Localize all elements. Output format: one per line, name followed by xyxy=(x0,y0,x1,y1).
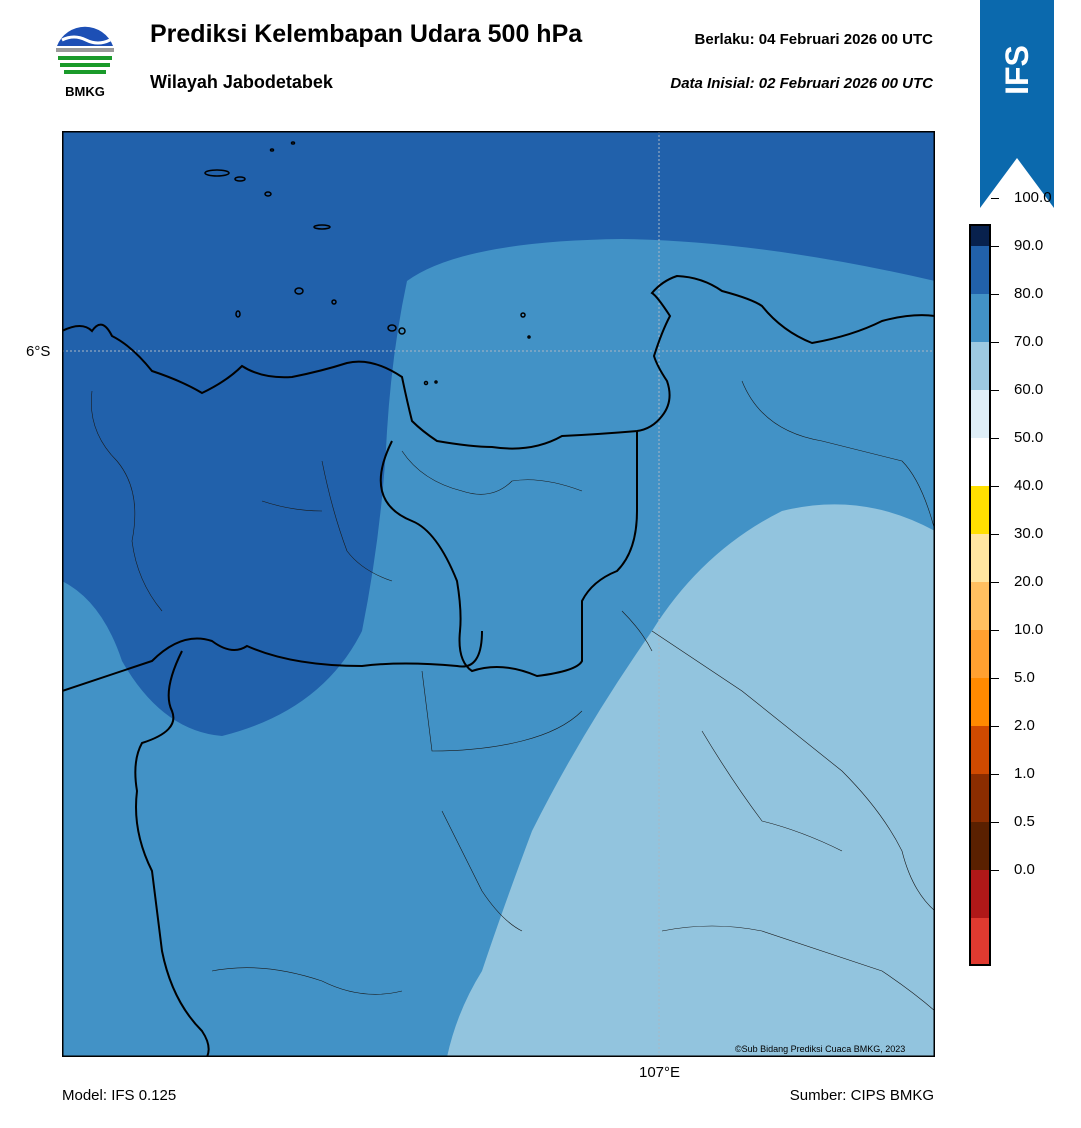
region-80-90-top xyxy=(407,131,935,281)
colorbar-tick-label: 5.0 xyxy=(1014,669,1035,686)
colorbar-segment xyxy=(969,342,991,390)
latitude-label: 6°S xyxy=(26,343,51,360)
colorbar-tick xyxy=(991,438,999,439)
model-label: Model: IFS 0.125 xyxy=(62,1087,177,1104)
valid-time: Berlaku: 04 Februari 2026 00 UTC xyxy=(694,31,933,48)
colorbar-segment xyxy=(969,774,991,822)
colorbar-tick xyxy=(991,246,999,247)
colorbar-tick xyxy=(991,198,999,199)
source-label: Sumber: CIPS BMKG xyxy=(789,1087,934,1104)
colorbar-segment xyxy=(969,582,991,630)
humidity-map xyxy=(62,131,935,1057)
colorbar-segment xyxy=(969,870,991,918)
colorbar-tick-label: 20.0 xyxy=(1014,573,1044,590)
colorbar-segment xyxy=(969,726,991,774)
region-60-70 xyxy=(447,504,935,1057)
colorbar-segment xyxy=(969,294,991,342)
colorbar-tick xyxy=(991,294,999,295)
colorbar-tick-label: 30.0 xyxy=(1014,525,1044,542)
logo-text: BMKG xyxy=(65,84,105,99)
colorbar-tick-label: 1.0 xyxy=(1014,765,1035,782)
colorbar-tick xyxy=(991,630,999,631)
colorbar-tick-label: 90.0 xyxy=(1014,237,1044,254)
colorbar-tick xyxy=(991,678,999,679)
ribbon-label: IFS xyxy=(998,45,1035,95)
province-border xyxy=(379,431,639,678)
bmkg-logo xyxy=(55,22,115,82)
colorbar-tick xyxy=(991,486,999,487)
colorbar-tick xyxy=(991,726,999,727)
map-subtitle: Wilayah Jabodetabek xyxy=(150,72,333,92)
colorbar-tick xyxy=(991,822,999,823)
colorbar-tick xyxy=(991,774,999,775)
colorbar-tick-label: 0.0 xyxy=(1014,861,1035,878)
colorbar-tick-label: 80.0 xyxy=(1014,285,1044,302)
colorbar-tick-label: 10.0 xyxy=(1014,621,1044,638)
longitude-label: 107°E xyxy=(639,1064,681,1081)
colorbar-segment xyxy=(969,224,991,246)
colorbar-segment xyxy=(969,918,991,966)
colorbar xyxy=(969,224,991,966)
colorbar-segment xyxy=(969,630,991,678)
initial-time: Data Inisial: 02 Februari 2026 00 UTC xyxy=(670,75,933,92)
colorbar-tick-label: 2.0 xyxy=(1014,717,1035,734)
province-border-west xyxy=(134,650,210,1057)
map-title: Prediksi Kelembapan Udara 500 hPa xyxy=(150,20,583,48)
colorbar-tick-label: 70.0 xyxy=(1014,333,1044,350)
ifs-ribbon xyxy=(980,0,1054,208)
colorbar-segment xyxy=(969,246,991,294)
copyright-text: ©Sub Bidang Prediksi Cuaca BMKG, 2023 xyxy=(735,1044,906,1054)
colorbar-tick xyxy=(991,342,999,343)
colorbar-tick-label: 50.0 xyxy=(1014,429,1044,446)
colorbar-tick xyxy=(991,582,999,583)
colorbar-segment xyxy=(969,438,991,486)
colorbar-segment xyxy=(969,534,991,582)
region-80-90-west xyxy=(62,131,407,736)
colorbar-segment xyxy=(969,486,991,534)
colorbar-tick xyxy=(991,390,999,391)
colorbar-tick xyxy=(991,870,999,871)
colorbar-segment xyxy=(969,390,991,438)
colorbar-segment xyxy=(969,678,991,726)
colorbar-tick-label: 0.5 xyxy=(1014,813,1035,830)
colorbar-segment xyxy=(969,822,991,870)
province-border-south xyxy=(62,630,483,692)
colorbar-tick xyxy=(991,534,999,535)
coastline xyxy=(62,274,935,450)
colorbar-tick-label: 40.0 xyxy=(1014,477,1044,494)
colorbar-tick-label: 100.0 xyxy=(1014,189,1052,206)
colorbar-tick-label: 60.0 xyxy=(1014,381,1044,398)
